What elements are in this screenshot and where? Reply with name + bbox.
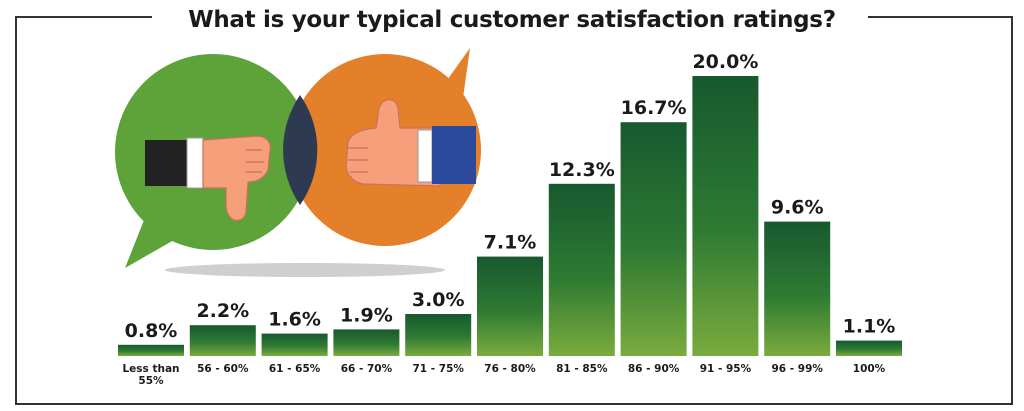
bar-11 [836, 340, 902, 356]
category-label-5: 71 - 75% [412, 363, 464, 375]
category-label-7: 81 - 85% [556, 363, 608, 375]
category-label-4: 66 - 70% [341, 363, 393, 375]
bar-6 [477, 256, 543, 356]
value-label-11: 1.1% [843, 316, 896, 338]
category-label-8: 86 - 90% [628, 363, 680, 375]
thumbs-down-icon [145, 135, 271, 221]
illustration-shadow [165, 263, 445, 277]
category-label-3: 61 - 65% [269, 363, 321, 375]
value-label-7: 12.3% [549, 159, 615, 181]
value-label-6: 7.1% [484, 232, 537, 254]
value-label-10: 9.6% [771, 197, 824, 219]
bar-9 [692, 76, 759, 356]
chart-title-wrap: What is your typical customer satisfacti… [0, 0, 1024, 40]
category-label-10: 96 - 99% [771, 363, 823, 375]
value-label-4: 1.9% [340, 304, 393, 326]
bar-3 [261, 333, 328, 356]
category-label-6: 76 - 80% [484, 363, 536, 375]
bar-5 [405, 314, 472, 356]
bar-7 [548, 183, 615, 356]
category-label-1: Less than 55% [122, 363, 179, 387]
chart-title: What is your typical customer satisfacti… [174, 7, 850, 33]
value-label-2: 2.2% [196, 300, 249, 322]
value-label-9: 20.0% [692, 51, 758, 73]
bar-8 [620, 122, 687, 356]
value-label-5: 3.0% [412, 289, 465, 311]
bar-4 [333, 329, 400, 356]
thumbs-up-icon [345, 99, 476, 187]
bar-2 [189, 325, 256, 356]
category-label-11: 100% [853, 363, 886, 375]
category-label-9: 91 - 95% [700, 363, 752, 375]
category-label-2: 56 - 60% [197, 363, 249, 375]
bar-1 [118, 344, 184, 356]
value-label-1: 0.8% [125, 320, 178, 342]
value-label-8: 16.7% [621, 97, 687, 119]
value-label-3: 1.6% [268, 309, 321, 331]
bubble-overlap [283, 95, 318, 205]
bar-10 [764, 221, 831, 356]
